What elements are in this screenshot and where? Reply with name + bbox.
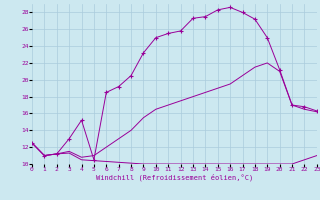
X-axis label: Windchill (Refroidissement éolien,°C): Windchill (Refroidissement éolien,°C) xyxy=(96,174,253,181)
